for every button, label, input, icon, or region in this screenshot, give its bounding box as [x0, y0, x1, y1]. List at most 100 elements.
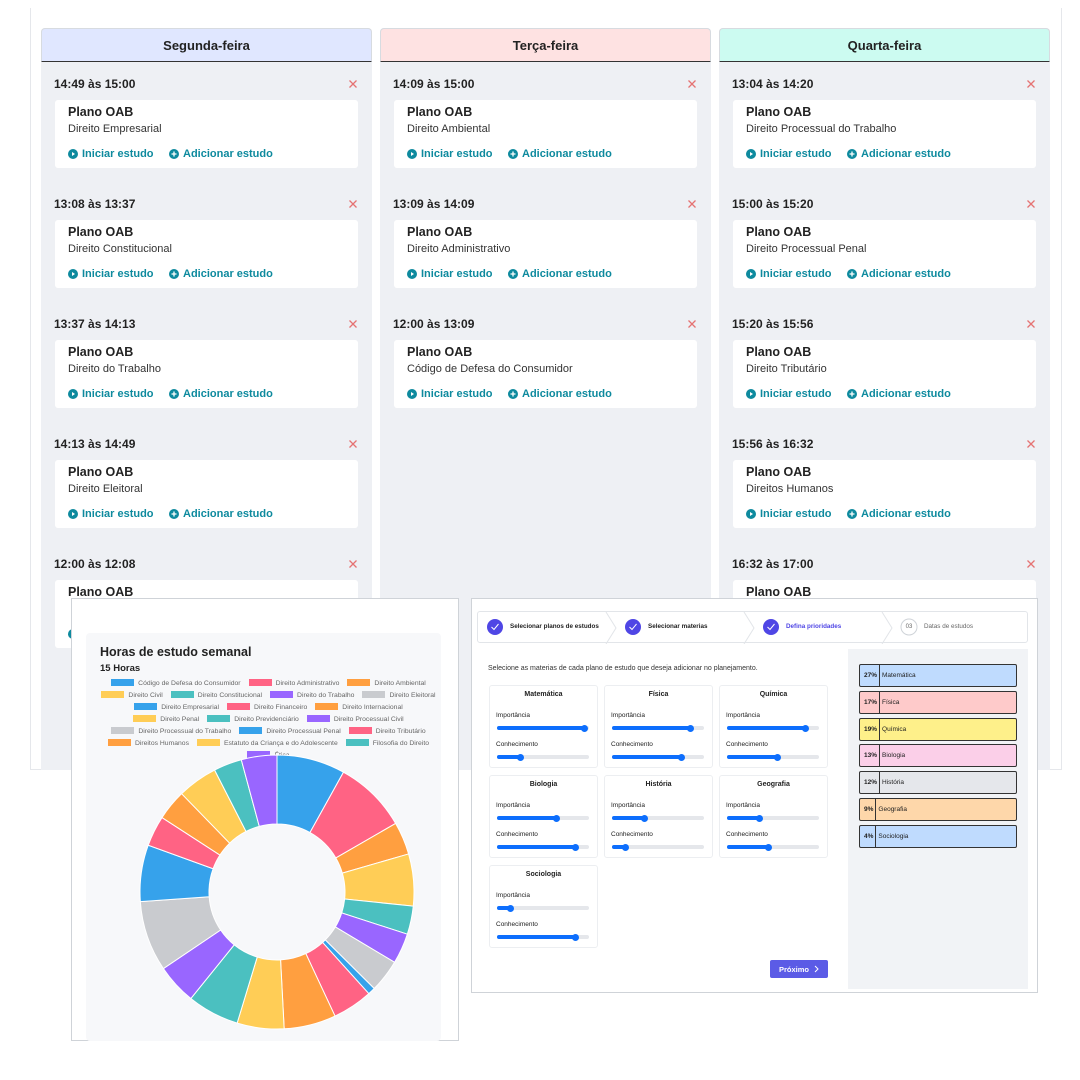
action-icon — [847, 269, 857, 279]
slider[interactable] — [727, 843, 819, 851]
slider-thumb — [801, 724, 809, 732]
slider[interactable] — [497, 904, 589, 912]
legend-item: Direito Ambiental — [347, 678, 426, 690]
slider-fill — [727, 755, 778, 759]
study-action-button[interactable]: Adicionar estudo — [847, 266, 967, 282]
study-action-button[interactable]: Adicionar estudo — [169, 266, 289, 282]
action-icon-glyph — [171, 151, 177, 157]
remove-button[interactable] — [687, 79, 697, 89]
action-icon — [407, 149, 417, 159]
study-action-button[interactable]: Adicionar estudo — [169, 506, 289, 522]
study-action-button[interactable]: Iniciar estudo — [68, 386, 188, 402]
remove-button[interactable] — [1026, 319, 1036, 329]
action-label: Iniciar estudo — [82, 388, 154, 400]
legend-label: Código de Defesa do Consumidor — [138, 680, 241, 687]
remove-button[interactable] — [687, 319, 697, 329]
chart-title: Horas de estudo semanal — [100, 645, 252, 659]
study-action-button[interactable]: Iniciar estudo — [746, 386, 866, 402]
study-action-button[interactable]: Adicionar estudo — [508, 266, 628, 282]
action-icon-glyph — [510, 271, 516, 277]
study-action-button[interactable]: Adicionar estudo — [508, 386, 628, 402]
remove-button[interactable] — [348, 199, 358, 209]
action-icon — [68, 389, 78, 399]
slider[interactable] — [497, 814, 589, 822]
slider-fill — [612, 755, 681, 759]
remove-button[interactable] — [1026, 559, 1036, 569]
slider-thumb — [677, 753, 685, 761]
slider-fill — [497, 816, 557, 820]
action-icon — [746, 269, 756, 279]
step-label[interactable]: Selecionar planos de estudos — [510, 623, 599, 630]
slider[interactable] — [497, 843, 589, 851]
action-icon — [169, 269, 179, 279]
action-label: Adicionar estudo — [183, 508, 273, 520]
study-card: Plano OAB Direito Constitucional Iniciar e… — [55, 220, 358, 288]
step-circle — [900, 618, 918, 636]
study-action-button[interactable]: Iniciar estudo — [68, 266, 188, 282]
slider[interactable] — [612, 814, 704, 822]
slider-label: Importância — [611, 802, 645, 809]
priority-percent: 13% — [860, 745, 881, 767]
legend-swatch — [247, 751, 271, 758]
plan-name: Plano OAB — [68, 105, 134, 119]
slider[interactable] — [727, 814, 819, 822]
slider[interactable] — [612, 753, 704, 761]
remove-button[interactable] — [348, 319, 358, 329]
study-action-button[interactable]: Adicionar estudo — [847, 386, 967, 402]
study-action-button[interactable]: Adicionar estudo — [508, 146, 628, 162]
slider[interactable] — [727, 724, 819, 732]
remove-button[interactable] — [348, 79, 358, 89]
remove-button[interactable] — [348, 559, 358, 569]
slider-label: Conhecimento — [611, 831, 653, 838]
time-range: 16:32 às 17:00 — [732, 557, 814, 571]
study-action-button[interactable]: Iniciar estudo — [407, 266, 527, 282]
study-action-button[interactable]: Iniciar estudo — [68, 506, 188, 522]
remove-icon — [1027, 80, 1035, 88]
action-icon-glyph — [171, 511, 177, 517]
study-action-button[interactable]: Iniciar estudo — [407, 386, 527, 402]
slider[interactable] — [727, 753, 819, 761]
step-label[interactable]: Selecionar materias — [648, 623, 708, 630]
slider-label: Importância — [726, 712, 760, 719]
study-action-button[interactable]: Iniciar estudo — [407, 146, 527, 162]
subject-name: Direito Processual do Trabalho — [746, 123, 897, 135]
remove-button[interactable] — [1026, 79, 1036, 89]
study-action-button[interactable]: Iniciar estudo — [68, 146, 188, 162]
legend-item: Direito Administrativo — [248, 678, 339, 690]
slider[interactable] — [612, 724, 704, 732]
step-label[interactable]: Datas de estudos — [924, 623, 974, 630]
plan-name: Plano OAB — [68, 345, 134, 359]
study-action-button[interactable]: Adicionar estudo — [847, 506, 967, 522]
slider[interactable] — [497, 933, 589, 941]
next-button[interactable]: Próximo — [770, 960, 828, 978]
action-label: Adicionar estudo — [183, 148, 273, 160]
study-action-button[interactable]: Iniciar estudo — [746, 266, 866, 282]
study-action-button[interactable]: Adicionar estudo — [169, 386, 289, 402]
study-action-button[interactable]: Adicionar estudo — [169, 146, 289, 162]
study-action-button[interactable]: Iniciar estudo — [746, 146, 866, 162]
action-icon-glyph — [750, 392, 753, 396]
action-icon-glyph — [849, 511, 855, 517]
action-label: Iniciar estudo — [760, 268, 832, 280]
remove-button[interactable] — [1026, 199, 1036, 209]
priority-subject: Física — [882, 698, 900, 706]
action-icon — [68, 509, 78, 519]
remove-icon — [349, 80, 357, 88]
remove-button[interactable] — [687, 199, 697, 209]
legend-item: Estatuto da Criança e do Adolescente — [196, 738, 338, 750]
remove-button[interactable] — [348, 439, 358, 449]
subject-title: Biologia — [529, 781, 558, 788]
step-label[interactable]: Defina prioridades — [786, 623, 842, 630]
study-action-button[interactable]: Adicionar estudo — [847, 146, 967, 162]
remove-button[interactable] — [1026, 439, 1036, 449]
priority-subject: Geografia — [878, 806, 907, 813]
subject-card: Física Importância Conhecimento — [604, 685, 713, 768]
slider[interactable] — [497, 724, 589, 732]
study-action-button[interactable]: Iniciar estudo — [746, 506, 866, 522]
slider[interactable] — [497, 753, 589, 761]
step-circle — [487, 619, 503, 635]
study-card: Plano OAB Direito Ambiental Iniciar estudo… — [394, 100, 697, 168]
slider[interactable] — [612, 843, 704, 851]
slider-label: Importância — [726, 802, 760, 809]
legend-item: Direito Civil — [101, 690, 163, 702]
